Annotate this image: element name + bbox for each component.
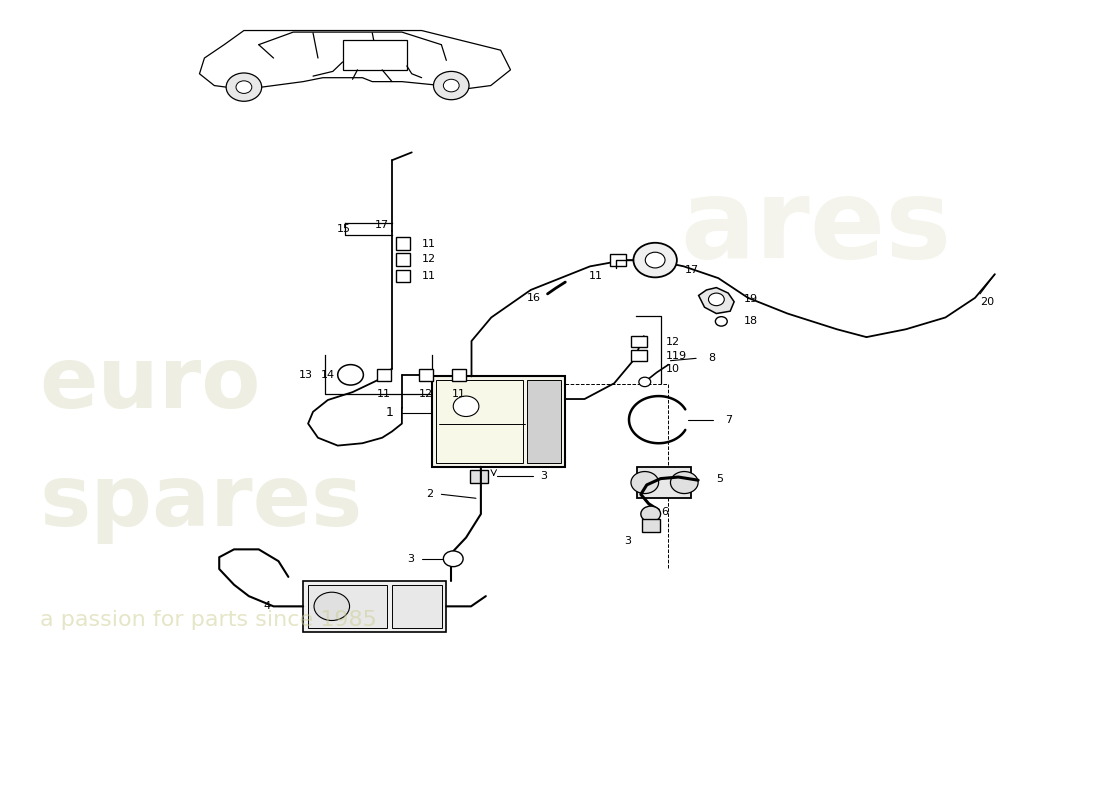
Text: 11: 11	[666, 350, 680, 361]
Circle shape	[631, 471, 659, 494]
Bar	[343, 40, 407, 70]
Bar	[308, 585, 387, 628]
Text: 9: 9	[679, 350, 685, 361]
Text: 18: 18	[744, 316, 758, 326]
Text: 4: 4	[263, 602, 271, 611]
Circle shape	[646, 252, 666, 268]
Circle shape	[453, 396, 478, 417]
Text: 1: 1	[386, 406, 394, 419]
Text: 8: 8	[708, 354, 715, 363]
Text: 11: 11	[421, 238, 436, 249]
Circle shape	[314, 592, 350, 621]
Text: 11: 11	[421, 270, 436, 281]
Circle shape	[634, 242, 676, 278]
Text: 7: 7	[725, 414, 732, 425]
Circle shape	[338, 365, 363, 385]
Bar	[437, 380, 524, 463]
Bar	[528, 380, 561, 463]
Text: 11: 11	[452, 390, 466, 399]
Circle shape	[639, 378, 651, 386]
Text: 12: 12	[666, 337, 680, 346]
Circle shape	[715, 317, 727, 326]
Bar	[396, 253, 410, 266]
Text: 5: 5	[716, 474, 723, 484]
Text: 6: 6	[661, 507, 668, 518]
Text: 14: 14	[320, 370, 334, 380]
Text: 11: 11	[588, 270, 603, 281]
Bar	[396, 238, 410, 250]
Text: 17: 17	[685, 265, 698, 274]
Circle shape	[433, 71, 469, 100]
Text: 12: 12	[418, 390, 432, 399]
Bar	[452, 369, 466, 381]
Text: 15: 15	[337, 224, 351, 234]
Circle shape	[227, 73, 262, 102]
Circle shape	[671, 471, 698, 494]
Bar	[641, 519, 660, 532]
Text: 10: 10	[666, 364, 680, 374]
Text: 2: 2	[427, 490, 433, 499]
Bar	[631, 336, 647, 347]
Bar	[392, 585, 442, 628]
Text: ares: ares	[680, 174, 952, 281]
Bar	[304, 581, 447, 632]
Circle shape	[443, 79, 459, 92]
Bar	[609, 254, 626, 266]
Circle shape	[443, 551, 463, 566]
Polygon shape	[698, 287, 734, 314]
Bar	[637, 467, 691, 498]
Text: 20: 20	[980, 297, 994, 306]
Circle shape	[641, 506, 661, 522]
Text: euro: euro	[40, 342, 261, 426]
Bar	[631, 350, 647, 362]
Text: a passion for parts since 1985: a passion for parts since 1985	[40, 610, 376, 630]
Text: 3: 3	[540, 471, 547, 482]
Text: 11: 11	[377, 390, 392, 399]
Text: spares: spares	[40, 461, 363, 544]
Text: 17: 17	[375, 221, 389, 230]
Text: 3: 3	[407, 554, 414, 564]
Bar	[419, 369, 432, 381]
Text: 16: 16	[527, 293, 540, 303]
Bar	[396, 270, 410, 282]
Text: 19: 19	[744, 294, 758, 304]
Circle shape	[236, 81, 252, 94]
Text: 3: 3	[624, 537, 631, 546]
Bar	[377, 369, 390, 381]
Text: 13: 13	[299, 370, 314, 380]
Bar	[470, 470, 487, 482]
Text: 12: 12	[421, 254, 436, 264]
Bar	[431, 377, 564, 467]
Circle shape	[708, 293, 724, 306]
